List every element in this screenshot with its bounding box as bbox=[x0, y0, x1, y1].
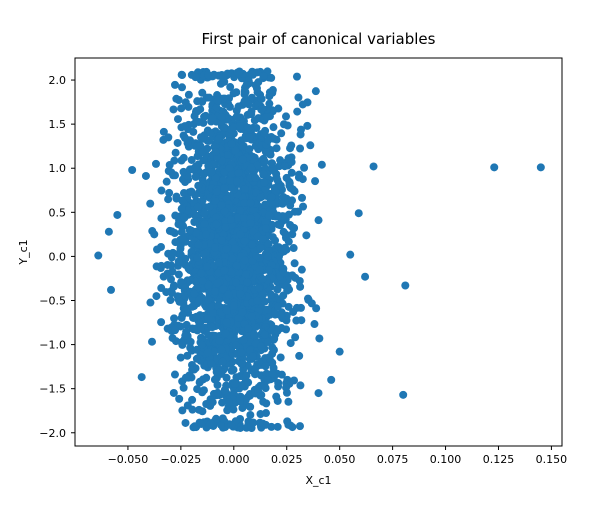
y-tick-label: 1.5 bbox=[49, 118, 67, 131]
y-tick-label: −1.0 bbox=[39, 339, 66, 352]
y-tick-label: −0.5 bbox=[39, 295, 66, 308]
x-axis-label: X_c1 bbox=[305, 474, 331, 487]
x-tick-label: 0.075 bbox=[377, 453, 409, 466]
x-tick-label: 0.125 bbox=[483, 453, 515, 466]
x-tick-label: 0.100 bbox=[430, 453, 462, 466]
y-tick-label: 0.5 bbox=[49, 206, 67, 219]
y-tick-label: −1.5 bbox=[39, 383, 66, 396]
x-tick-label: 0.050 bbox=[324, 453, 356, 466]
y-axis-label: Y_c1 bbox=[17, 239, 30, 265]
x-tick-label: −0.050 bbox=[108, 453, 149, 466]
x-tick-label: −0.025 bbox=[161, 453, 202, 466]
y-tick-label: 0.0 bbox=[49, 250, 67, 263]
y-tick-label: 1.0 bbox=[49, 162, 67, 175]
y-tick-label: −2.0 bbox=[39, 427, 66, 440]
x-tick-label: 0.025 bbox=[271, 453, 303, 466]
scatter-chart: −0.050 −0.025 0.000 0.025 0.050 0.075 0.100 0.1… bbox=[0, 0, 601, 519]
chart-svg: −0.050 −0.025 0.000 0.025 0.050 0.075 0.100 0.1… bbox=[0, 0, 601, 519]
x-tick-label: 0.150 bbox=[536, 453, 568, 466]
x-tick-label: 0.000 bbox=[218, 453, 250, 466]
chart-title: First pair of canonical variables bbox=[202, 30, 436, 48]
y-tick-label: 2.0 bbox=[49, 74, 67, 87]
